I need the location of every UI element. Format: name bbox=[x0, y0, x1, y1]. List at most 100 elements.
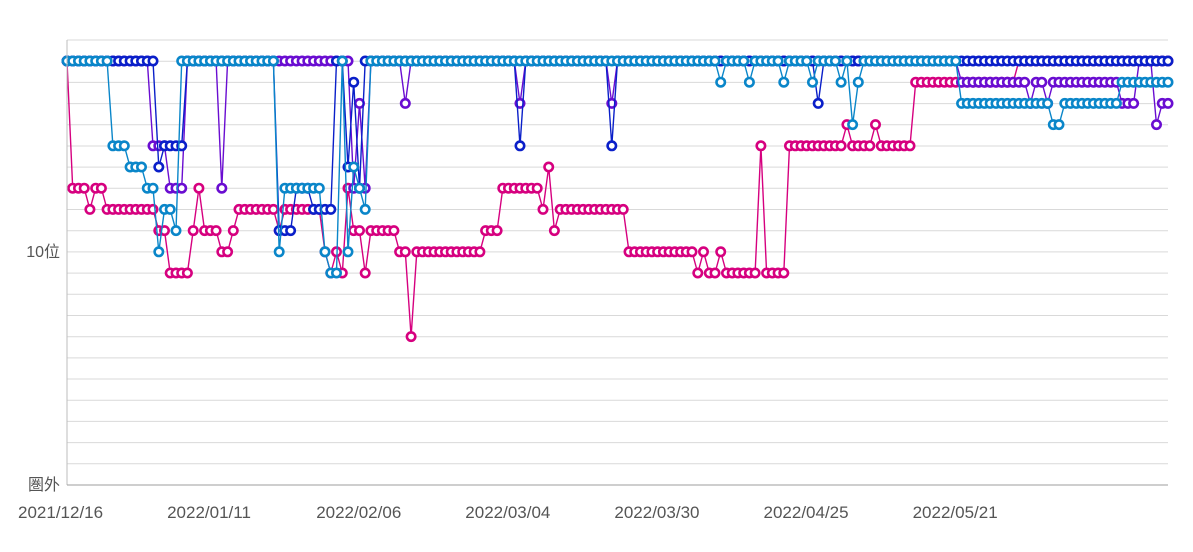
data-point bbox=[543, 161, 555, 173]
data-point bbox=[715, 246, 727, 258]
data-point bbox=[749, 267, 761, 279]
data-point bbox=[1110, 97, 1122, 109]
data-point bbox=[359, 203, 371, 215]
data-point bbox=[1151, 119, 1163, 131]
data-point bbox=[617, 203, 629, 215]
data-point bbox=[1042, 97, 1054, 109]
data-point bbox=[359, 267, 371, 279]
data-point bbox=[267, 203, 279, 215]
data-point bbox=[193, 182, 205, 194]
data-point bbox=[778, 267, 790, 279]
data-point bbox=[715, 76, 727, 88]
data-point bbox=[697, 246, 709, 258]
data-point bbox=[273, 246, 285, 258]
data-point bbox=[904, 140, 916, 152]
data-point bbox=[738, 55, 750, 67]
data-point bbox=[743, 76, 755, 88]
data-point bbox=[852, 76, 864, 88]
data-point bbox=[835, 76, 847, 88]
data-point bbox=[869, 119, 881, 131]
data-point bbox=[531, 182, 543, 194]
x-tick-label: 2022/03/30 bbox=[614, 503, 699, 522]
data-point bbox=[548, 225, 560, 237]
data-point bbox=[806, 76, 818, 88]
data-point bbox=[319, 246, 331, 258]
data-point bbox=[353, 97, 365, 109]
data-point bbox=[606, 140, 618, 152]
data-point bbox=[399, 246, 411, 258]
data-point bbox=[801, 55, 813, 67]
data-point bbox=[118, 140, 130, 152]
data-point bbox=[267, 55, 279, 67]
data-point bbox=[537, 203, 549, 215]
data-point bbox=[709, 55, 721, 67]
x-tick-label: 2022/04/25 bbox=[764, 503, 849, 522]
y-tick-label: 10位 bbox=[26, 243, 60, 261]
data-point bbox=[147, 55, 159, 67]
data-point bbox=[1036, 76, 1048, 88]
data-point bbox=[474, 246, 486, 258]
data-point bbox=[95, 182, 107, 194]
data-point bbox=[216, 182, 228, 194]
data-point bbox=[153, 161, 165, 173]
data-point bbox=[147, 203, 159, 215]
data-point bbox=[285, 225, 297, 237]
data-point bbox=[1162, 76, 1174, 88]
data-point bbox=[686, 246, 698, 258]
data-point bbox=[1162, 97, 1174, 109]
data-point bbox=[950, 55, 962, 67]
data-point bbox=[84, 203, 96, 215]
data-point bbox=[812, 97, 824, 109]
data-point bbox=[136, 161, 148, 173]
data-point bbox=[153, 246, 165, 258]
data-point bbox=[778, 76, 790, 88]
data-point bbox=[342, 246, 354, 258]
data-point bbox=[1053, 119, 1065, 131]
data-point bbox=[353, 182, 365, 194]
x-tick-label: 2022/03/04 bbox=[465, 503, 550, 522]
data-point bbox=[187, 225, 199, 237]
data-point bbox=[336, 55, 348, 67]
data-point bbox=[222, 246, 234, 258]
data-point bbox=[847, 119, 859, 131]
data-point bbox=[514, 140, 526, 152]
data-point bbox=[210, 225, 222, 237]
data-point bbox=[1128, 97, 1140, 109]
data-point bbox=[755, 140, 767, 152]
series-layer bbox=[61, 55, 1174, 343]
x-tick-label: 2021/12/16 bbox=[18, 503, 103, 522]
data-point bbox=[353, 225, 365, 237]
x-tick-label: 2022/02/06 bbox=[316, 503, 401, 522]
y-tick-label: 圏外 bbox=[28, 476, 60, 494]
data-point bbox=[491, 225, 503, 237]
data-point bbox=[348, 161, 360, 173]
data-point bbox=[709, 267, 721, 279]
data-point bbox=[101, 55, 113, 67]
data-point bbox=[864, 140, 876, 152]
data-point bbox=[1162, 55, 1174, 67]
data-point bbox=[692, 267, 704, 279]
data-point bbox=[313, 182, 325, 194]
data-point bbox=[325, 203, 337, 215]
data-point bbox=[1019, 76, 1031, 88]
data-point bbox=[405, 331, 417, 343]
series-4 bbox=[61, 55, 1174, 279]
data-point bbox=[164, 203, 176, 215]
x-tick-label: 2022/01/11 bbox=[167, 503, 251, 522]
data-point bbox=[388, 225, 400, 237]
data-point bbox=[399, 97, 411, 109]
data-point bbox=[176, 182, 188, 194]
data-point bbox=[348, 76, 360, 88]
data-point bbox=[170, 225, 182, 237]
data-point bbox=[772, 55, 784, 67]
data-point bbox=[330, 267, 342, 279]
data-point bbox=[181, 267, 193, 279]
data-point bbox=[147, 182, 159, 194]
data-point bbox=[227, 225, 239, 237]
data-point bbox=[835, 140, 847, 152]
data-point bbox=[829, 55, 841, 67]
data-point bbox=[841, 55, 853, 67]
x-tick-label: 2022/05/21 bbox=[913, 503, 998, 522]
